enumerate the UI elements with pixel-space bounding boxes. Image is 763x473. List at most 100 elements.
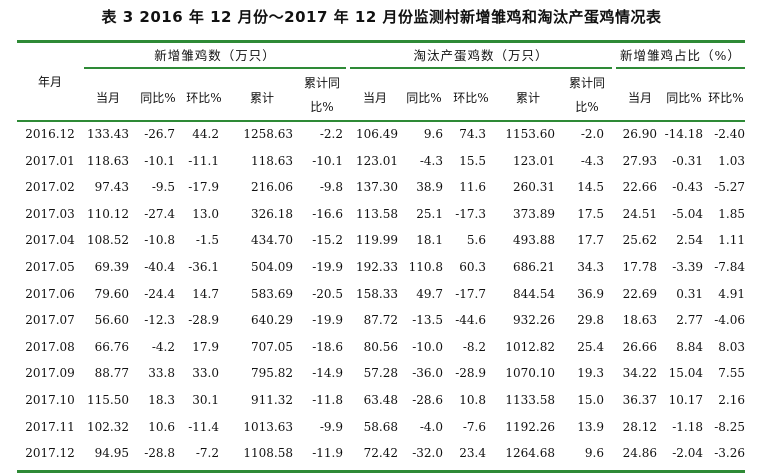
cell-cull-month: 106.49 — [356, 127, 398, 141]
cell-share-month: 25.62 — [622, 233, 657, 247]
cell-share-yoy: -2.04 — [672, 446, 703, 460]
cell-cull-cumulative: 844.54 — [513, 287, 555, 301]
cell-new-cumulative: 1258.63 — [243, 127, 293, 141]
cell-new-mom: 14.7 — [192, 287, 219, 301]
cell-cull-mom: 23.4 — [459, 446, 486, 460]
sub-header-yoy: 同比% — [666, 91, 702, 105]
cell-share-month: 27.93 — [622, 154, 657, 168]
cell-cull-mom: -17.3 — [455, 207, 486, 221]
cell-share-mom: 7.55 — [718, 366, 745, 380]
sub-header-cumulative: 累计 — [249, 91, 274, 105]
cell-new-cumulative: 434.70 — [251, 233, 293, 247]
cell-new-cumulative: 216.06 — [251, 180, 293, 194]
cell-share-mom: -4.06 — [714, 313, 745, 327]
cell-new-cum-yoy: -18.6 — [312, 340, 343, 354]
cell-new-yoy: -40.4 — [144, 260, 175, 274]
cell-cull-month: 119.99 — [356, 233, 398, 247]
row-month: 2017.02 — [25, 180, 75, 194]
cell-share-mom: 1.85 — [718, 207, 745, 221]
cell-cull-cumulative: 1153.60 — [505, 127, 555, 141]
row-month: 2017.09 — [25, 366, 75, 380]
cell-new-month: 79.60 — [94, 287, 129, 301]
cell-cull-month: 72.42 — [363, 446, 398, 460]
cell-cull-cum-yoy: 9.6 — [584, 446, 604, 460]
cell-new-yoy: -24.4 — [144, 287, 175, 301]
cell-new-cum-yoy: -10.1 — [312, 154, 343, 168]
cell-new-mom: -28.9 — [188, 313, 219, 327]
sub-header-month: 当月 — [362, 91, 387, 105]
cell-share-yoy: 2.77 — [676, 313, 703, 327]
group-underline-share — [616, 67, 745, 69]
cell-new-month: 94.95 — [94, 446, 129, 460]
cell-share-mom: -8.25 — [714, 420, 745, 434]
cell-cull-cumulative: 686.21 — [513, 260, 555, 274]
cell-share-yoy: -0.43 — [672, 180, 703, 194]
cell-cull-mom: 10.8 — [459, 393, 486, 407]
cell-cull-yoy: 18.1 — [416, 233, 443, 247]
group-header-new-share: 新增雏鸡占比（%） — [620, 48, 741, 63]
cell-cull-cum-yoy: 25.4 — [577, 340, 604, 354]
cell-cull-cum-yoy: 14.5 — [577, 180, 604, 194]
sub-header-mom: 环比% — [453, 91, 489, 105]
cell-new-month: 108.52 — [87, 233, 129, 247]
table-top-rule — [17, 40, 745, 43]
cell-share-mom: 8.03 — [718, 340, 745, 354]
cell-new-month: 102.32 — [87, 420, 129, 434]
cell-share-month: 24.86 — [622, 446, 657, 460]
cell-new-month: 66.76 — [94, 340, 129, 354]
cell-share-month: 26.66 — [622, 340, 657, 354]
cell-share-yoy: 0.31 — [676, 287, 703, 301]
cell-share-yoy: 2.54 — [676, 233, 703, 247]
cell-cull-mom: -7.6 — [462, 420, 486, 434]
cell-cull-yoy: -4.3 — [419, 154, 443, 168]
cell-cull-month: 137.30 — [356, 180, 398, 194]
cell-new-month: 118.63 — [87, 154, 129, 168]
cell-share-mom: -3.26 — [714, 446, 745, 460]
cell-cull-yoy: -28.6 — [412, 393, 443, 407]
cell-share-yoy: -14.18 — [664, 127, 703, 141]
row-month: 2017.08 — [25, 340, 75, 354]
sub-header-cumulative: 累计 — [515, 91, 540, 105]
cell-new-cum-yoy: -11.9 — [312, 446, 343, 460]
cell-cull-mom: 60.3 — [459, 260, 486, 274]
cell-new-cumulative: 795.82 — [251, 366, 293, 380]
cell-new-cumulative: 640.29 — [251, 313, 293, 327]
cell-cull-cumulative: 493.88 — [513, 233, 555, 247]
cell-cull-cumulative: 1012.82 — [505, 340, 555, 354]
cell-cull-yoy: 9.6 — [423, 127, 443, 141]
cell-new-cum-yoy: -9.8 — [319, 180, 343, 194]
row-label-header: 年月 — [37, 75, 62, 89]
cell-share-month: 22.66 — [622, 180, 657, 194]
sub-header-cum-yoy-line2: 比% — [575, 100, 599, 114]
cell-new-cumulative: 707.05 — [251, 340, 293, 354]
row-month: 2017.01 — [25, 154, 75, 168]
group-header-culled-hens: 淘汰产蛋鸡数（万只） — [413, 48, 549, 63]
cell-new-cum-yoy: -11.8 — [312, 393, 343, 407]
cell-new-month: 115.50 — [87, 393, 129, 407]
cell-share-yoy: 15.04 — [668, 366, 703, 380]
cell-new-cum-yoy: -15.2 — [312, 233, 343, 247]
cell-share-yoy: -3.39 — [672, 260, 703, 274]
cell-share-yoy: -5.04 — [672, 207, 703, 221]
cell-share-yoy: 10.17 — [668, 393, 703, 407]
cell-share-yoy: 8.84 — [676, 340, 703, 354]
cell-cull-cumulative: 932.26 — [513, 313, 555, 327]
cell-new-mom: -1.5 — [195, 233, 219, 247]
cell-new-mom: -36.1 — [188, 260, 219, 274]
cell-cull-yoy: -36.0 — [412, 366, 443, 380]
cell-new-mom: 30.1 — [192, 393, 219, 407]
cell-cull-yoy: 49.7 — [416, 287, 443, 301]
cell-cull-yoy: -13.5 — [412, 313, 443, 327]
cell-cull-mom: 5.6 — [466, 233, 486, 247]
group-header-new-chicks: 新增雏鸡数（万只） — [154, 48, 276, 63]
cell-share-month: 22.69 — [622, 287, 657, 301]
table-title: 表 3 2016 年 12 月份～2017 年 12 月份监测村新增雏鸡和淘汰产… — [101, 8, 662, 26]
sub-header-cum-yoy-line1: 累计同 — [303, 76, 340, 90]
cell-cull-mom: -8.2 — [462, 340, 486, 354]
cell-new-cumulative: 1108.58 — [243, 446, 293, 460]
cell-new-month: 97.43 — [94, 180, 129, 194]
cell-new-cum-yoy: -14.9 — [312, 366, 343, 380]
cell-cull-yoy: 110.8 — [408, 260, 443, 274]
cell-cull-mom: -44.6 — [455, 313, 486, 327]
cell-new-yoy: -4.2 — [151, 340, 175, 354]
